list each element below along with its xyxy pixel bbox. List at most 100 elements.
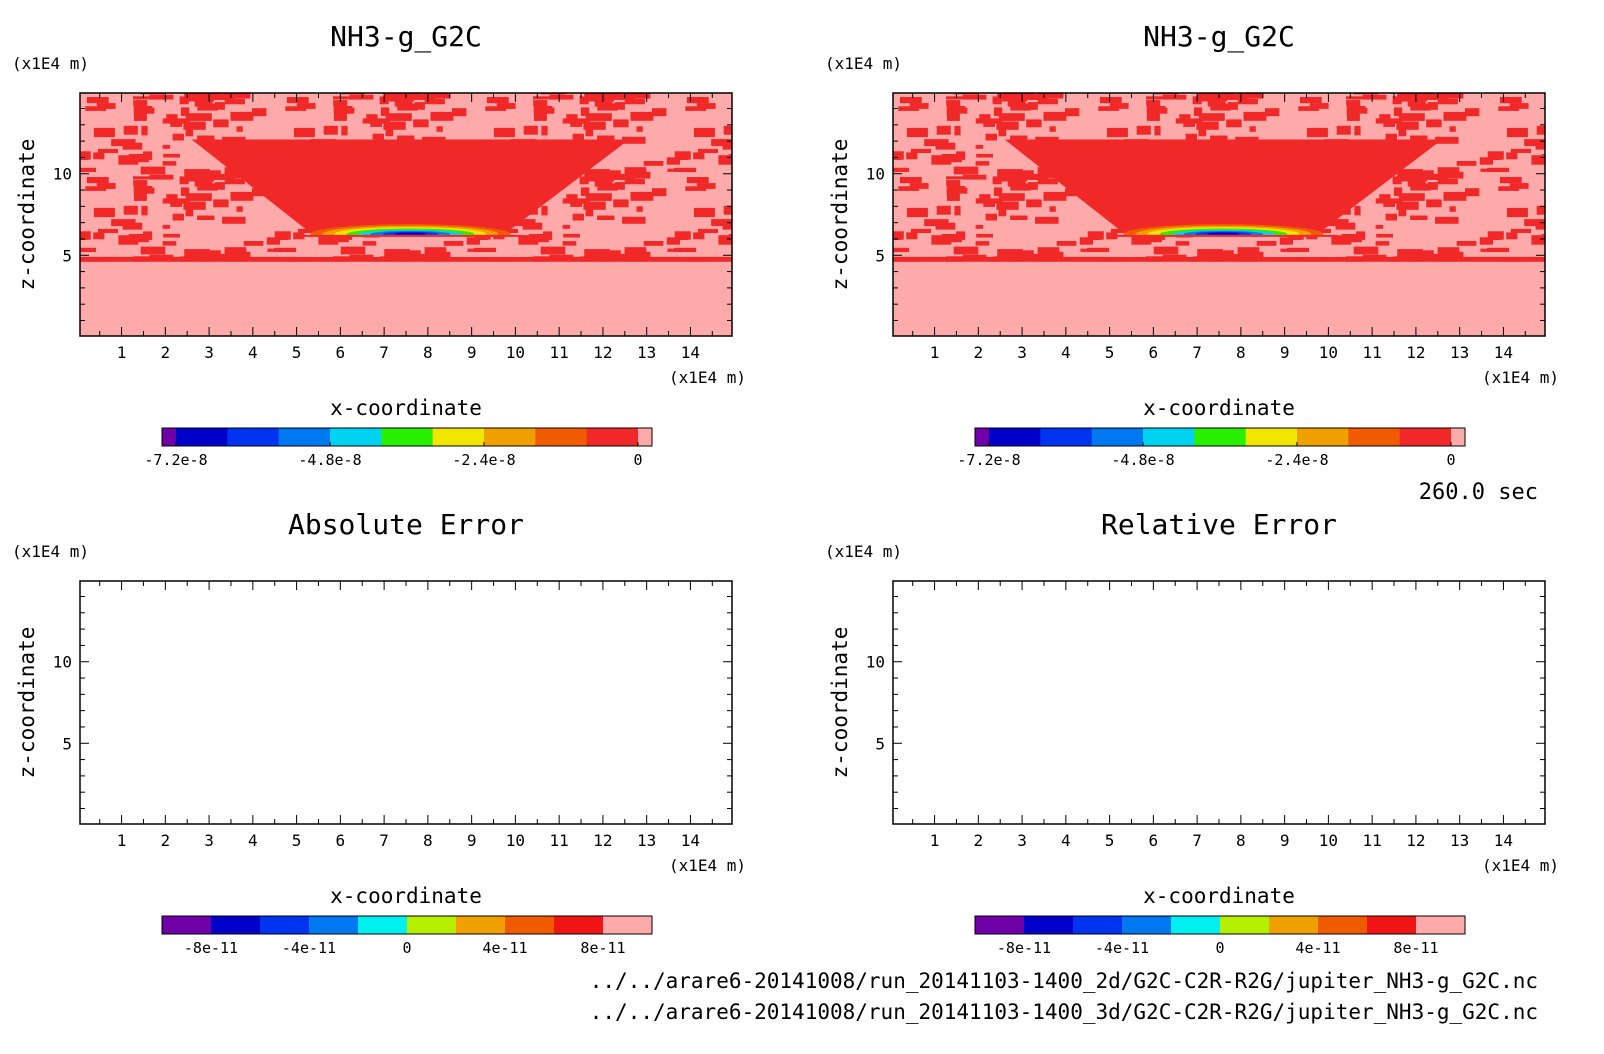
colorbar-label: -7.2e-8 [957, 451, 1020, 469]
y-tick-label: 10 [866, 653, 885, 672]
x-unit-label: (x1E4 m) [1482, 856, 1559, 875]
colorbar-label: -4e-11 [282, 939, 336, 957]
chart-title: NH3-g_G2C [1143, 20, 1295, 54]
colorbar-swatch [586, 428, 639, 446]
x-tick-label: 7 [379, 343, 389, 362]
colorbar-swatch [638, 428, 652, 446]
x-tick-label: 14 [1494, 831, 1513, 850]
y-tick-label: 5 [875, 734, 885, 753]
colorbar-swatch [484, 428, 536, 446]
colorbar-frame [974, 915, 1466, 935]
heatmap-lower-region [80, 261, 732, 336]
y-unit-label: (x1E4 m) [825, 54, 902, 73]
x-ticks [912, 93, 1526, 336]
y-tick-label: 10 [53, 653, 72, 672]
heatmap-below-plume [296, 234, 525, 257]
colorbar-swatch [554, 916, 604, 934]
x-tick-label: 12 [593, 343, 612, 362]
heatmap-band [80, 256, 732, 262]
colorbar-swatch [975, 428, 989, 446]
colorbar: -8e-11 -4e-11 0 4e-11 8e-11 [974, 915, 1466, 957]
x-tick-label: 10 [1319, 343, 1338, 362]
x-unit-label: (x1E4 m) [669, 368, 746, 387]
x-tick-label: 2 [974, 831, 984, 850]
colorbar: -7.2e-8 -4.8e-8 -2.4e-8 0 [144, 427, 653, 469]
x-unit-label: (x1E4 m) [669, 856, 746, 875]
colorbar-swatch [1399, 428, 1452, 446]
x-tick-label: 7 [1192, 343, 1202, 362]
colorbar-swatch [227, 428, 280, 446]
colorbar-swatch [975, 916, 1025, 934]
x-tick-label: 1 [117, 343, 127, 362]
heatmap-lower-region [893, 261, 1545, 336]
colorbar-swatch [1040, 428, 1093, 446]
x-tick-label: 11 [550, 343, 569, 362]
x-tick-label: 4 [248, 831, 258, 850]
x-tick-label: 1 [117, 831, 127, 850]
x-tick-label: 2 [161, 343, 171, 362]
x-tick-label: 9 [1280, 343, 1290, 362]
colorbar-swatch [1318, 916, 1368, 934]
x-tick-label: 4 [1061, 831, 1071, 850]
x-tick-label: 4 [248, 343, 258, 362]
time-label: 260.0 sec [1419, 480, 1538, 505]
x-tick-label: 5 [1105, 343, 1115, 362]
x-tick-label: 10 [506, 831, 525, 850]
heatmap-below-plume [1109, 234, 1338, 257]
x-tick-label: 10 [1319, 831, 1338, 850]
colorbar-swatch [330, 428, 382, 446]
heatmap-field [80, 93, 732, 336]
colorbar-swatch [456, 916, 506, 934]
y-tick-label: 5 [62, 734, 72, 753]
heatmap-field [893, 93, 1545, 336]
x-ticks [912, 581, 1526, 824]
colorbar-label: 8e-11 [1393, 939, 1438, 957]
x-tick-label: 11 [1363, 343, 1382, 362]
colorbar-swatch [1024, 916, 1074, 934]
colorbar-frame [161, 915, 653, 935]
colorbar-label: -4.8e-8 [1111, 451, 1174, 469]
chart-title: NH3-g_G2C [330, 20, 482, 54]
x-tick-label: 3 [204, 343, 214, 362]
colorbar-label: -2.4e-8 [1265, 451, 1328, 469]
file-path-2: ../../arare6-20141008/run_20141103-1400_… [590, 1000, 1538, 1024]
colorbar-swatch [432, 428, 485, 446]
y-axis-label: z-coordinate [15, 627, 39, 779]
colorbar-swatch [1269, 916, 1319, 934]
colorbar-swatch [1122, 916, 1172, 934]
y-ticks [893, 107, 1545, 322]
x-tick-label: 5 [292, 343, 302, 362]
x-tick-label: 3 [1017, 831, 1027, 850]
colorbar-swatch [989, 428, 1041, 446]
colorbar-swatch [162, 428, 176, 446]
colorbar-swatch [358, 916, 408, 934]
colorbar-frame [161, 427, 653, 447]
colorbar-swatch [1091, 428, 1144, 446]
colorbar-label: 0 [1446, 451, 1455, 469]
y-tick-label: 5 [875, 246, 885, 265]
colorbar: -7.2e-8 -4.8e-8 -2.4e-8 0 [957, 427, 1466, 469]
y-tick-label: 5 [62, 246, 72, 265]
colorbar-swatch [1194, 428, 1247, 446]
y-ticks [80, 107, 732, 322]
x-tick-label: 7 [379, 831, 389, 850]
chart-title: Absolute Error [288, 508, 524, 541]
colorbar-swatch [407, 916, 457, 934]
colorbar-swatch [1171, 916, 1221, 934]
y-ticks [893, 595, 1545, 810]
colorbar-swatch [1367, 916, 1417, 934]
colorbar: -8e-11 -4e-11 0 4e-11 8e-11 [161, 915, 653, 957]
x-tick-label: 8 [1236, 831, 1246, 850]
y-tick-label: 10 [866, 165, 885, 184]
colorbar-label: 0 [633, 451, 642, 469]
chart-title: Relative Error [1101, 508, 1337, 541]
colorbar-swatch [211, 916, 261, 934]
y-unit-label: (x1E4 m) [12, 54, 89, 73]
colorbar-label: 0 [1215, 939, 1224, 957]
colorbar-label: 0 [402, 939, 411, 957]
colorbar-swatch [1073, 916, 1123, 934]
x-tick-label: 6 [1149, 343, 1159, 362]
x-tick-label: 3 [1017, 343, 1027, 362]
x-tick-label: 14 [1494, 343, 1513, 362]
